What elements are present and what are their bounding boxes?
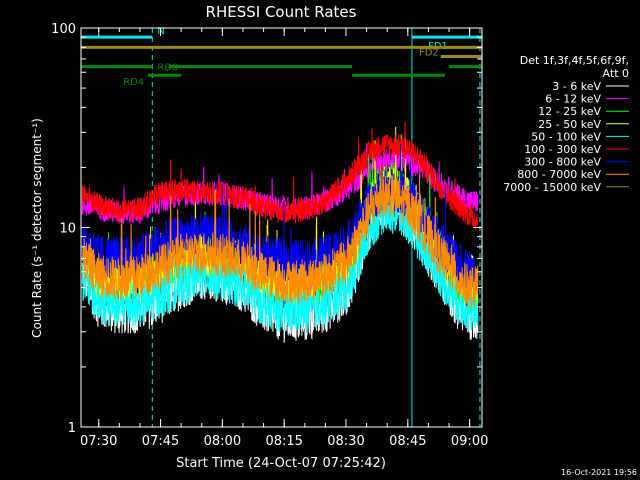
y-axis-label: Count Rate (s⁻¹ detector segment⁻¹) [30, 118, 44, 338]
marker-label-rd4: RD4 [123, 77, 144, 88]
series-line-5 [81, 184, 479, 333]
legend-label-1: 3 - 6 keV [552, 80, 601, 93]
y-tick-label-100: 100 [51, 22, 76, 37]
series-group [81, 121, 479, 343]
legend-label-8: 800 - 7000 keV [517, 168, 601, 181]
legend-label-5: 50 - 100 keV [531, 130, 601, 143]
marker-bars: NFD1FD2RD0RD4 [81, 26, 482, 88]
legend-label-7: 300 - 800 keV [524, 156, 601, 169]
x-axis-label: Start Time (24-Oct-07 07:25:42) [176, 456, 386, 471]
legend-label-4: 25 - 50 keV [538, 118, 601, 131]
legend-label-9: 7000 - 15000 keV [503, 181, 601, 194]
y-tick-label-10: 10 [59, 222, 76, 237]
x-tick-label-0815: 08:15 [265, 434, 302, 449]
x-tick-label-0845: 08:45 [389, 434, 426, 449]
x-tick-label-0800: 08:00 [204, 434, 241, 449]
legend-label-3: 12 - 25 keV [538, 105, 601, 118]
series-line-8 [81, 163, 479, 310]
timestamp: 16-Oct-2021 19:56 [561, 468, 637, 477]
x-axis: 07:30 07:45 08:00 08:15 08:30 08:45 09:00 [80, 28, 488, 449]
x-tick-label-0900: 09:00 [451, 434, 488, 449]
series-line-6 [81, 121, 479, 231]
y-axis: 1 10 100 [51, 22, 482, 436]
x-tick-label-0730: 07:30 [80, 434, 117, 449]
x-tick-label-0830: 08:30 [327, 434, 364, 449]
marker-label-fd2: FD2 [419, 47, 439, 58]
chart-title: RHESSI Count Rates [206, 3, 357, 21]
legend-label-6: 100 - 300 keV [524, 143, 601, 156]
x-tick-label-0745: 07:45 [142, 434, 179, 449]
legend-title-line1: Det 1f,3f,4f,5f,6f,9f, [520, 54, 629, 67]
legend-title-line2: Att 0 [603, 67, 629, 80]
legend-label-2: 6 - 12 keV [545, 93, 601, 106]
marker-label-rd0: RD0 [157, 63, 178, 74]
y-tick-label-1: 1 [68, 421, 76, 436]
